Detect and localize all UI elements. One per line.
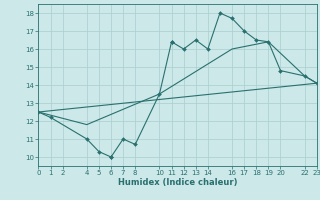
X-axis label: Humidex (Indice chaleur): Humidex (Indice chaleur) xyxy=(118,178,237,187)
